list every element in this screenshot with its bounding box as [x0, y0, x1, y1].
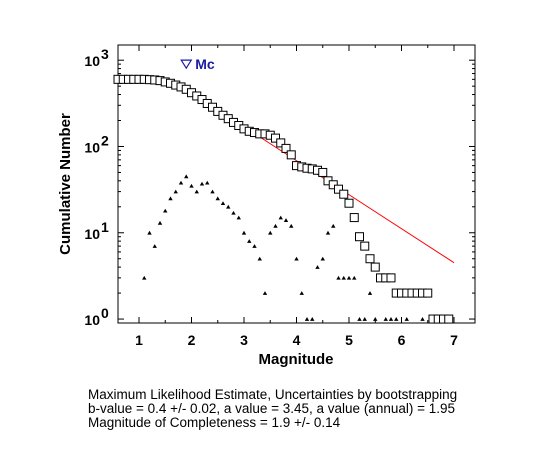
mc-triangle-icon: [180, 59, 193, 70]
triangle-point: [289, 223, 294, 228]
square-point: [334, 184, 343, 194]
triangle-point: [262, 291, 268, 295]
caption-line: b-value = 0.4 +/- 0.02, a value = 3.45, …: [88, 401, 456, 416]
triangle-point: [226, 204, 231, 209]
triangle-point: [178, 180, 184, 185]
triangle-point: [336, 275, 341, 280]
square-point: [360, 241, 370, 251]
triangle-point: [220, 201, 226, 206]
triangle-point: [420, 317, 425, 321]
triangle-point: [257, 256, 262, 261]
axis-ticks: [118, 45, 475, 323]
triangle-point: [236, 215, 241, 220]
y-tick-label: 10: [84, 53, 100, 69]
x-tick-label: 7: [450, 332, 458, 348]
triangle-point: [247, 239, 252, 243]
triangle-point: [341, 275, 346, 280]
triangle-point: [142, 275, 147, 280]
triangle-point: [205, 180, 210, 185]
y-tick-exponent: 3: [101, 46, 109, 62]
triangle-point: [294, 256, 299, 261]
x-tick-label: 2: [188, 332, 196, 348]
triangle-point: [210, 189, 215, 194]
square-point: [344, 198, 354, 208]
x-tick-label: 1: [135, 332, 143, 348]
y-tick-exponent: 2: [101, 132, 109, 148]
square-point: [444, 314, 454, 324]
square-point: [386, 273, 396, 283]
triangle-point: [199, 181, 205, 186]
x-tick-label: 6: [398, 332, 406, 348]
triangle-point: [173, 189, 178, 194]
square-point: [355, 232, 364, 242]
non-cumulative-series: [142, 174, 446, 321]
triangle-point: [268, 230, 273, 235]
triangle-point: [147, 230, 152, 235]
triangle-point: [388, 317, 394, 321]
triangle-point: [320, 256, 325, 261]
caption-line: Maximum Likelihood Estimate, Uncertainti…: [88, 387, 458, 402]
triangle-point: [373, 317, 378, 321]
square-point: [271, 133, 280, 143]
mc-marker: Mc: [180, 56, 215, 72]
square-point: [365, 254, 375, 264]
triangle-point: [299, 291, 304, 295]
triangle-point: [163, 208, 168, 213]
y-axis-title: Cumulative Number: [57, 113, 74, 255]
triangle-point: [331, 223, 336, 228]
triangle-point: [383, 317, 388, 321]
triangle-point: [346, 275, 352, 280]
y-tick-exponent: 0: [101, 305, 109, 321]
triangle-point: [325, 230, 331, 235]
triangle-point: [152, 244, 157, 248]
triangle-point: [283, 218, 289, 222]
square-point: [423, 288, 433, 298]
square-point: [339, 189, 349, 199]
triangle-point: [357, 317, 362, 321]
square-point: [286, 150, 296, 160]
triangle-point: [362, 317, 367, 321]
triangle-point: [252, 244, 257, 248]
triangle-point: [215, 196, 220, 201]
triangle-point: [273, 223, 278, 228]
triangle-point: [194, 189, 199, 194]
y-tick-label: 10: [84, 312, 100, 328]
triangle-point: [310, 317, 315, 321]
triangle-point: [394, 317, 399, 321]
x-tick-label: 3: [240, 332, 248, 348]
triangle-point: [315, 265, 320, 269]
triangle-point: [241, 230, 247, 235]
triangle-point: [231, 210, 236, 215]
triangle-point: [367, 291, 373, 295]
square-point: [318, 167, 328, 177]
x-axis-title: Magnitude: [259, 351, 334, 368]
x-tick-label: 5: [345, 332, 353, 348]
square-point: [349, 213, 359, 223]
cumulative-series: [113, 74, 454, 324]
y-tick-exponent: 1: [101, 219, 109, 235]
square-point: [281, 143, 291, 153]
x-tick-labels: 1 2 3 4 5 6 7: [135, 332, 458, 348]
triangle-point: [189, 183, 194, 188]
square-point: [276, 138, 286, 148]
y-tick-label: 10: [84, 139, 100, 155]
square-point: [370, 262, 380, 272]
y-tick-label: 10: [84, 226, 100, 242]
x-tick-label: 4: [293, 332, 301, 348]
caption: Maximum Likelihood Estimate, Uncertainti…: [88, 388, 538, 430]
triangle-point: [352, 275, 357, 280]
caption-line: Magnitude of Completeness = 1.9 +/- 0.14: [88, 415, 341, 430]
triangle-point: [304, 317, 310, 321]
triangle-point: [168, 196, 173, 201]
triangle-point: [278, 215, 283, 220]
triangle-point: [184, 174, 189, 179]
triangle-point: [404, 317, 409, 321]
triangle-point: [157, 220, 163, 225]
mc-label: Mc: [195, 56, 215, 72]
